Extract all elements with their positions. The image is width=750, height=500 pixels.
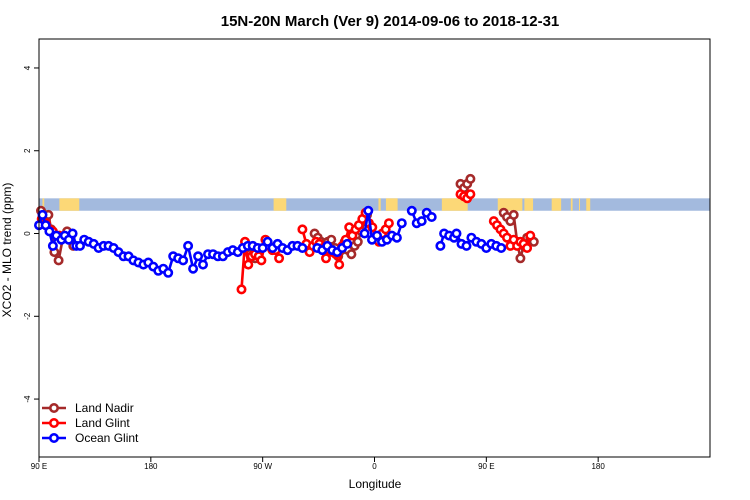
data-point <box>396 218 407 229</box>
data-point <box>183 240 194 251</box>
legend-label: Land Glint <box>75 416 130 430</box>
land-segment <box>59 198 80 211</box>
land-segment <box>42 198 45 211</box>
data-point <box>451 228 462 239</box>
data-point <box>257 243 268 254</box>
chart-title: 15N-20N March (Ver 9) 2014-09-06 to 2018… <box>221 13 560 30</box>
data-point <box>515 253 526 264</box>
data-point <box>297 224 308 235</box>
data-point <box>342 238 353 249</box>
data-point <box>262 236 273 247</box>
legend-item: Ocean Glint <box>42 431 139 445</box>
land-segment <box>273 198 287 211</box>
legend-marker <box>48 432 59 443</box>
series-layer <box>33 173 539 295</box>
x-tick-label: 0 <box>372 462 377 471</box>
data-point <box>435 240 446 251</box>
y-tick-label: -2 <box>23 312 32 320</box>
series-3 <box>33 205 507 278</box>
data-point <box>363 205 374 216</box>
data-point <box>163 267 174 278</box>
data-point <box>359 228 370 239</box>
data-point <box>465 173 476 184</box>
data-point <box>256 255 267 266</box>
data-point <box>274 253 285 264</box>
legend-label: Land Nadir <box>75 401 134 415</box>
data-point <box>178 255 189 266</box>
data-point <box>334 259 345 270</box>
data-point <box>525 230 536 241</box>
y-tick-label: 0 <box>23 231 32 236</box>
data-point <box>44 226 55 237</box>
data-point <box>352 236 363 247</box>
data-point <box>53 255 64 266</box>
land-segment <box>441 198 468 211</box>
plot-frame <box>38 38 711 458</box>
legend-marker <box>48 417 59 428</box>
data-point <box>193 251 204 262</box>
data-point <box>198 259 209 270</box>
ocean-band <box>39 198 710 211</box>
land-segment <box>385 198 398 211</box>
data-point <box>188 263 199 274</box>
data-point <box>236 284 247 295</box>
x-axis: 90 E 180 90 W 0 90 E 180 <box>31 457 605 471</box>
land-segment <box>497 198 523 211</box>
data-point <box>508 209 519 220</box>
data-point <box>37 209 48 220</box>
y-axis-label: XCO2 - MLO trend (ppm) <box>0 183 14 318</box>
data-point <box>426 212 437 223</box>
data-point <box>371 230 382 241</box>
x-tick-label: 90 W <box>253 462 272 471</box>
y-tick-label: 2 <box>23 148 32 153</box>
data-point <box>465 189 476 200</box>
x-tick-label: 90 E <box>31 462 47 471</box>
data-point <box>47 240 58 251</box>
data-point <box>461 240 472 251</box>
land-segment <box>586 198 591 211</box>
land-ocean-band <box>39 198 710 211</box>
x-axis-label: Longitude <box>349 477 402 491</box>
y-tick-label: 4 <box>23 65 32 70</box>
data-point <box>416 216 427 227</box>
land-segment <box>579 198 581 211</box>
legend-marker <box>48 402 59 413</box>
legend-item: Land Nadir <box>42 401 134 415</box>
land-segment <box>551 198 562 211</box>
x-tick-label: 180 <box>144 462 158 471</box>
data-point <box>406 205 417 216</box>
y-axis: -4 -2 0 2 4 <box>23 65 39 403</box>
data-point <box>320 253 331 264</box>
data-point <box>243 259 254 270</box>
land-segment <box>378 198 381 211</box>
data-point <box>383 218 394 229</box>
x-tick-label: 180 <box>591 462 605 471</box>
y-tick-label: -4 <box>23 395 32 403</box>
legend-item: Land Glint <box>42 416 130 430</box>
legend-label: Ocean Glint <box>75 431 139 445</box>
data-point <box>391 232 402 243</box>
land-segment <box>570 198 573 211</box>
x-tick-label: 90 E <box>478 462 494 471</box>
data-point <box>346 249 357 260</box>
data-point <box>67 228 78 239</box>
land-segment <box>524 198 534 211</box>
data-point <box>522 243 533 254</box>
data-point <box>496 243 507 254</box>
data-point <box>297 243 308 254</box>
